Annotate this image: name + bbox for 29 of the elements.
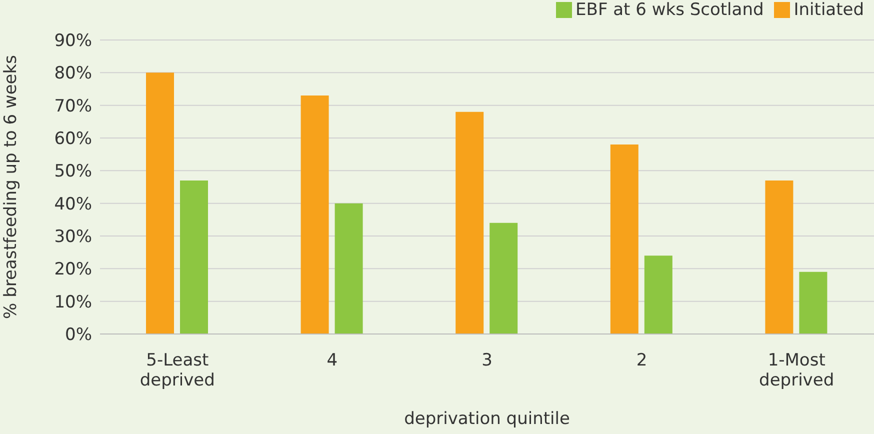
y-tick-label: 50% — [54, 162, 92, 182]
y-tick-label: 80% — [54, 64, 92, 84]
bar — [300, 96, 329, 334]
y-axis-title: % breastfeeding up to 6 weeks — [1, 54, 22, 319]
x-tick-label: 1-Most deprived — [759, 350, 834, 391]
x-axis-title: deprivation quintile — [404, 409, 570, 429]
x-tick-label: 5-Least deprived — [140, 350, 215, 391]
bar — [765, 180, 794, 334]
x-tick-label: 3 — [482, 350, 492, 370]
y-tick-label: 40% — [54, 194, 92, 214]
x-tick-label: 2 — [636, 350, 648, 370]
legend-label: EBF at 6 wks Scotland — [576, 0, 764, 20]
y-tick-label: 30% — [54, 227, 92, 248]
y-tick-label: 20% — [54, 260, 92, 280]
y-tick-label: 60% — [54, 129, 92, 150]
bar — [644, 256, 672, 334]
bar — [490, 222, 518, 334]
x-tick-label: 4 — [326, 350, 338, 370]
y-tick-label: 70% — [54, 96, 92, 116]
bar — [180, 180, 208, 334]
y-tick-label: 0% — [65, 325, 92, 346]
bar — [146, 72, 174, 334]
bar — [456, 112, 484, 334]
legend-label: Initiated — [794, 0, 864, 20]
bar — [799, 272, 828, 334]
y-tick-label: 10% — [54, 292, 92, 312]
y-tick-label: 90% — [54, 31, 92, 52]
bar — [610, 144, 638, 334]
bar — [334, 203, 363, 334]
